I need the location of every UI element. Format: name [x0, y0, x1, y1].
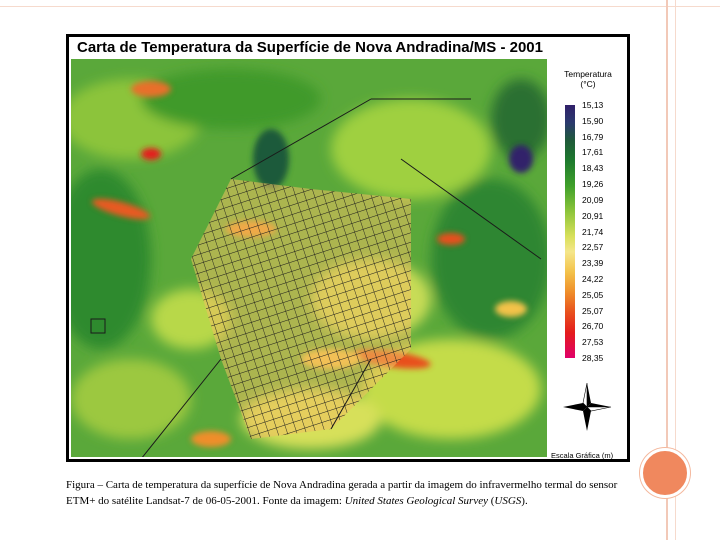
scale-label: Escala Gráfica (m): [551, 451, 614, 459]
frame-line-right: [666, 0, 668, 540]
legend-tick-label: 20,09: [582, 194, 604, 205]
legend-tick-label: 15,13: [582, 100, 604, 110]
temperature-raster: [71, 59, 547, 457]
legend-color-ramp: [565, 105, 575, 358]
legend-tick-label: 24,22: [582, 273, 604, 284]
map-legend: Temperatura (°C) 15,13 15,90 16,79 17,61 18,…: [549, 59, 627, 459]
caption-source-open: (: [487, 495, 495, 507]
legend-tick-label: 23,39: [582, 258, 604, 269]
legend-tick-label: 28,35: [582, 353, 604, 363]
north-arrow-icon: [563, 382, 612, 431]
legend-tick-label: 19,26: [582, 179, 604, 190]
frame-line-right-inner: [675, 0, 676, 540]
map-title: Carta de Temperatura da Superfície de No…: [77, 39, 543, 56]
map-figure: Carta de Temperatura da Superfície de No…: [66, 34, 630, 462]
legend-tick-label: 21,74: [582, 226, 604, 237]
legend-tick-label: 15,90: [582, 115, 604, 126]
caption-source: United States Geological Survey: [344, 495, 488, 507]
legend-tick-label: 22,57: [582, 242, 604, 253]
frame-top-line: [0, 6, 720, 7]
decorative-circle: [640, 448, 690, 498]
caption-text: Figura – Carta de temperatura da superfí…: [66, 479, 618, 507]
legend-title-line2: (°C): [580, 79, 596, 89]
legend-title: Temperatura (°C): [553, 69, 623, 89]
legend-tick-label: 17,61: [582, 147, 604, 158]
legend-tick-label: 25,05: [582, 289, 604, 300]
legend-title-line1: Temperatura: [564, 69, 612, 79]
figure-caption: Figura – Carta de temperatura da superfí…: [66, 477, 636, 509]
legend-tick-label: 16,79: [582, 131, 604, 142]
caption-close: ).: [521, 495, 528, 507]
legend-tick-label: 26,70: [582, 321, 604, 332]
map-inner: Carta de Temperatura da Superfície de No…: [69, 37, 627, 459]
caption-abbrev: USGS: [494, 495, 522, 507]
legend-tick-label: 20,91: [582, 210, 604, 221]
legend-tick-label: 27,53: [582, 337, 604, 348]
legend-tick-label: 25,07: [582, 305, 604, 316]
legend-tick-label: 18,43: [582, 163, 604, 174]
